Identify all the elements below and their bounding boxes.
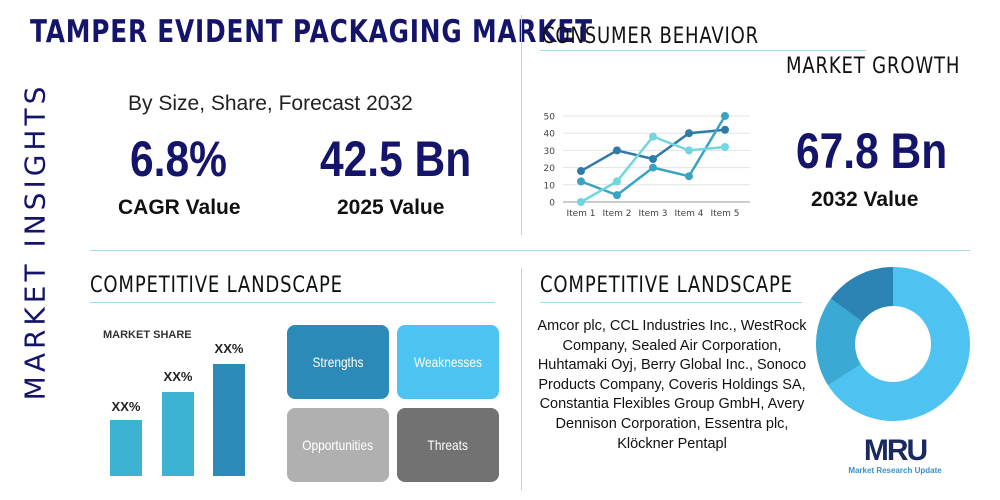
- label-2032: 2032 Value: [811, 188, 919, 211]
- value-2032: 67.8 Bn: [796, 123, 948, 179]
- data-point: [649, 132, 657, 141]
- data-point: [577, 177, 585, 186]
- line-chart: 0 10 20 30 40 50 Item 1 Item 2 Item 3 Item 4 Item …: [544, 112, 750, 219]
- data-point: [613, 177, 621, 186]
- x-tick-label: Item 5: [710, 209, 739, 219]
- data-point: [721, 125, 729, 134]
- y-tick-label: 30: [544, 147, 556, 157]
- swot-weaknesses: Weaknesses: [397, 325, 499, 399]
- data-point: [685, 129, 693, 138]
- y-tick-label: 40: [544, 130, 556, 140]
- data-point: [649, 163, 657, 172]
- swot-strengths: Strengths: [287, 325, 389, 399]
- data-point: [649, 155, 657, 163]
- mru-logo: MRU Market Research Update: [845, 434, 945, 476]
- swot-threats: Threats: [397, 408, 499, 482]
- cagr-label: CAGR Value: [118, 196, 241, 219]
- data-point: [577, 167, 585, 176]
- donut-slice-1: [827, 267, 970, 421]
- x-tick-label: Item 1: [566, 209, 595, 219]
- market-share-bar-1: [110, 420, 142, 476]
- donut-slice-2: [816, 298, 863, 386]
- y-tick-label: 10: [544, 181, 556, 191]
- label-2025: 2025 Value: [337, 196, 445, 219]
- data-point: [685, 172, 693, 181]
- value-2025: 42.5 Bn: [320, 131, 472, 187]
- data-point: [721, 112, 729, 120]
- x-tick-label: Item 3: [638, 209, 667, 219]
- x-tick-label: Item 2: [602, 209, 631, 219]
- growth-heading: MARKET GROWTH: [786, 54, 961, 79]
- market-share-bar-2: [162, 392, 194, 476]
- market-share-title: MARKET SHARE: [103, 329, 192, 341]
- data-point: [613, 146, 621, 155]
- subtitle: By Size, Share, Forecast 2032: [128, 92, 413, 115]
- competitive-right-heading: COMPETITIVE LANDSCAPE: [540, 273, 793, 298]
- market-share-bar-3: [213, 364, 245, 476]
- data-point: [685, 146, 693, 155]
- bar-label-3: XX%: [214, 341, 244, 356]
- x-tick-label: Item 4: [674, 209, 703, 219]
- donut-slice-3: [830, 267, 893, 322]
- bar-label-2: XX%: [163, 369, 193, 384]
- data-point: [721, 142, 729, 151]
- company-list: Amcor plc, CCL Industries Inc., WestRock…: [537, 318, 807, 452]
- swot-opportunities: Opportunities: [287, 408, 389, 482]
- consumer-heading: CONSUMER BEHAVIOR: [542, 24, 760, 49]
- logo-mark: MRU: [863, 434, 928, 467]
- competitive-left-heading: COMPETITIVE LANDSCAPE: [90, 273, 343, 298]
- cagr-value: 6.8%: [130, 131, 227, 187]
- side-label: MARKET INSIGHTS: [18, 82, 52, 401]
- data-point: [613, 191, 621, 200]
- y-tick-label: 50: [544, 113, 556, 123]
- y-tick-label: 20: [544, 164, 556, 174]
- logo-text: Market Research Update: [848, 466, 942, 475]
- donut-chart: [816, 267, 970, 421]
- bar-label-1: XX%: [111, 399, 141, 414]
- y-tick-label: 0: [549, 199, 555, 209]
- data-point: [577, 198, 585, 206]
- page-title: TAMPER EVIDENT PACKAGING MARKET: [30, 14, 593, 50]
